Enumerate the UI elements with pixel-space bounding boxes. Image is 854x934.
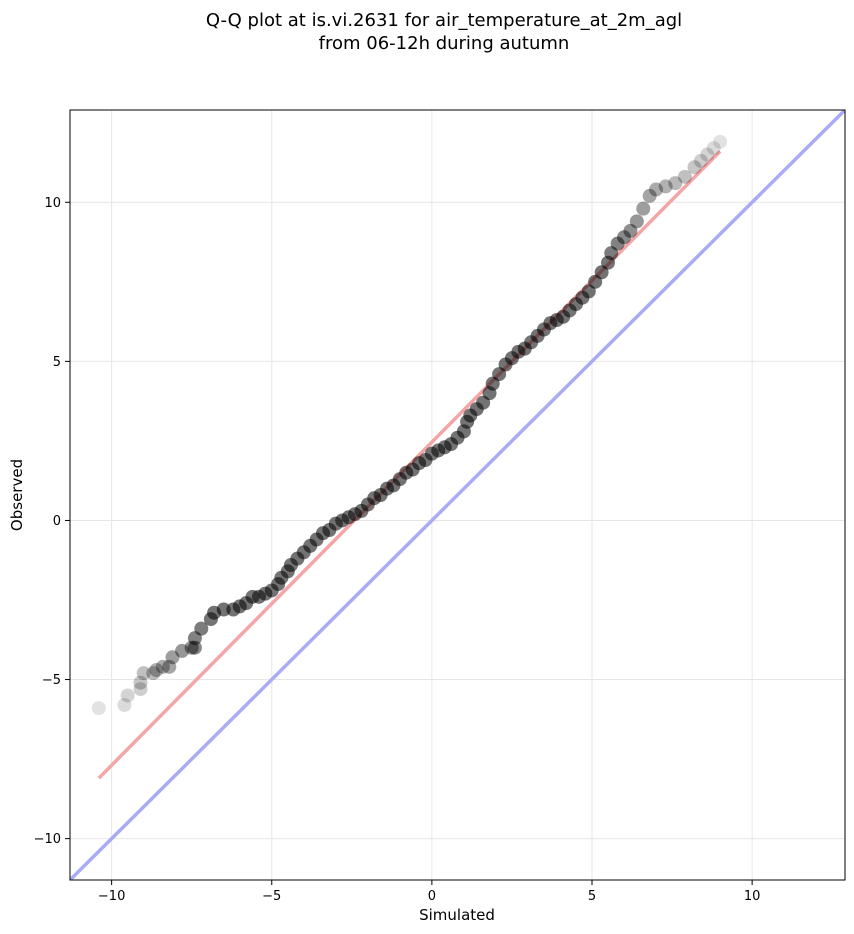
grid-lines: [70, 110, 845, 880]
y-tick-label: 5: [53, 355, 61, 370]
data-point: [713, 134, 728, 149]
data-points: [91, 134, 728, 716]
y-tick-label: −10: [34, 832, 61, 847]
data-point: [136, 666, 151, 681]
x-tick-label: 0: [428, 889, 436, 904]
data-point: [216, 602, 231, 617]
identity-line: [70, 110, 845, 880]
data-point: [629, 214, 644, 229]
data-point: [133, 675, 148, 690]
data-point: [133, 682, 148, 697]
data-point: [91, 701, 106, 716]
data-point: [617, 230, 632, 245]
data-point: [649, 182, 664, 197]
x-axis-label: Simulated: [419, 906, 495, 924]
data-point: [700, 147, 715, 162]
y-tick-label: 0: [53, 514, 61, 529]
data-point: [642, 188, 657, 203]
data-point: [165, 650, 180, 665]
y-axis-ticks: −10 −5 0 5 10: [34, 196, 70, 847]
data-point: [677, 169, 692, 184]
plot-area-frame: [69, 109, 846, 881]
data-point: [117, 698, 132, 712]
y-tick-label: −5: [42, 673, 61, 688]
x-tick-label: −10: [98, 889, 125, 904]
data-point: [149, 663, 164, 677]
data-point: [658, 179, 673, 194]
y-tick-label: 10: [44, 196, 61, 211]
data-point: [687, 160, 702, 175]
data-point: [146, 666, 161, 681]
data-point: [184, 640, 199, 655]
x-tick-label: −5: [262, 889, 281, 904]
data-point: [120, 688, 135, 703]
chart-subtitle: from 06-12h during autumn: [319, 33, 570, 54]
reference-lines: [70, 110, 845, 880]
data-point: [610, 236, 625, 251]
data-point: [706, 141, 721, 156]
data-point: [668, 176, 683, 191]
chart-title: Q-Q plot at is.vi.2631 for air_temperatu…: [206, 10, 682, 31]
data-point: [636, 201, 651, 216]
data-point: [162, 659, 177, 674]
data-point: [155, 659, 170, 674]
y-axis-label: Observed: [8, 459, 26, 531]
data-point: [194, 621, 209, 636]
data-point: [604, 246, 619, 261]
data-point: [187, 640, 202, 655]
x-tick-label: 5: [588, 889, 596, 904]
data-point: [623, 223, 638, 238]
data-point: [175, 643, 190, 658]
x-tick-label: 10: [744, 889, 761, 904]
x-axis-ticks: −10 −5 0 5 10: [98, 880, 760, 904]
data-point: [693, 153, 708, 168]
